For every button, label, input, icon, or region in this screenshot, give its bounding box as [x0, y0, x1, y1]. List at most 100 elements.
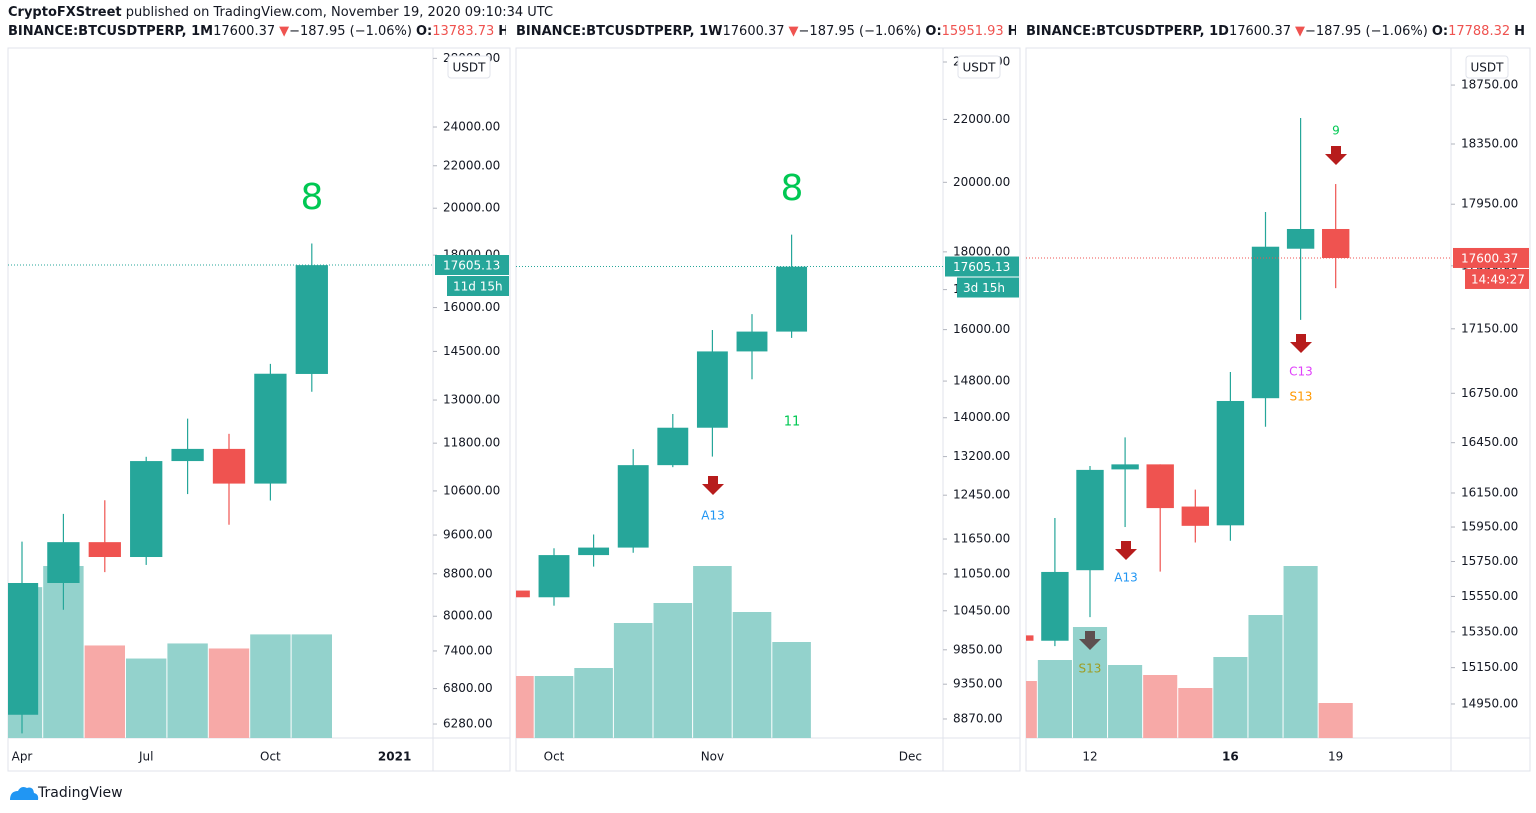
- y-tick-label: 13000.00: [443, 393, 500, 407]
- y-tick-label: 10600.00: [443, 483, 500, 497]
- unit-box: [957, 55, 1001, 79]
- y-tick-label: 15150.00: [1461, 660, 1518, 674]
- unit: USDT: [453, 61, 487, 75]
- y-tick-label: 9600.00: [443, 528, 493, 542]
- change: −187.95 (−1.06%): [798, 24, 922, 39]
- candle-body: [1026, 635, 1034, 641]
- countdown-box: [957, 277, 1019, 298]
- price-label: 17605.13: [443, 259, 500, 273]
- y-tick-label: 22000.00: [443, 158, 500, 172]
- x-tick-label: 12: [1082, 750, 1097, 764]
- y-tick-label: 8800.00: [443, 566, 493, 580]
- volume-bar: [1248, 615, 1283, 738]
- signal-arrow: [1290, 334, 1312, 353]
- annotation: S13: [1079, 662, 1102, 676]
- candle-body: [8, 582, 39, 715]
- countdown-box: [1465, 268, 1529, 289]
- volume-bar: [1213, 657, 1248, 738]
- author[interactable]: CryptoFXStreet: [8, 5, 122, 20]
- candle-body: [1146, 464, 1174, 509]
- x-tick-label: Dec: [899, 750, 922, 764]
- volume-bar: [613, 623, 653, 738]
- signal-arrow: [1079, 631, 1101, 650]
- y-tick-label: 16150.00: [1461, 485, 1518, 499]
- volume-bar: [574, 668, 613, 738]
- candle-body: [1216, 400, 1245, 526]
- x-tick-label: Jul: [138, 750, 153, 764]
- candle-body: [47, 542, 80, 583]
- brand[interactable]: TradingView: [37, 785, 123, 801]
- volume-bar: [772, 642, 811, 738]
- annotation: 9: [1332, 124, 1340, 138]
- panel-border: [1025, 47, 1531, 772]
- plot: [1026, 118, 1451, 738]
- candle-body: [212, 448, 246, 484]
- candle-body: [1111, 464, 1139, 470]
- x-tick-label: Oct: [544, 750, 565, 764]
- annotation: 8: [781, 168, 804, 209]
- high-text: H:185: [1007, 24, 1016, 39]
- volume-bar: [732, 612, 772, 738]
- candle-body: [776, 266, 808, 332]
- change: −187.95 (−1.06%): [1304, 24, 1428, 39]
- volume-bar: [1026, 681, 1037, 738]
- chart-panel: 811A1324000.0022000.0020000.0018000.0017…: [515, 47, 1021, 772]
- annotation: S13: [1290, 390, 1313, 404]
- candle-body: [1076, 469, 1104, 571]
- unit: USDT: [963, 61, 997, 75]
- panel-header: BINANCE:BTCUSDTPERP, 1D17600.37 ▼−187.95 …: [1026, 24, 1526, 42]
- last-price: 17600.37: [1228, 24, 1291, 39]
- candle-body: [254, 373, 287, 484]
- panel-header: BINANCE:BTCUSDTPERP, 1M17600.37 ▼−187.95 …: [8, 24, 506, 42]
- candle-body: [578, 547, 610, 556]
- volume-bar: [534, 676, 574, 738]
- y-tick-label: 8870.00: [953, 711, 1003, 725]
- y-tick-label: 18750.00: [1461, 78, 1518, 92]
- signal-arrow: [1325, 146, 1347, 165]
- y-tick-label: 13200.00: [953, 449, 1010, 463]
- last-price: 17600.37: [722, 24, 785, 39]
- symbol: BINANCE:BTCUSDTPERP, 1D: [1026, 24, 1229, 39]
- change-arrow: ▼: [1294, 24, 1305, 39]
- y-tick-label: 18350.00: [1461, 136, 1518, 150]
- open-value: 15951.93: [941, 24, 1004, 39]
- y-tick-label: 17950.00: [1461, 197, 1518, 211]
- volume-bar: [1143, 675, 1178, 738]
- x-tick-label: 2021: [378, 750, 411, 764]
- y-tick-label: 6280.00: [443, 717, 493, 731]
- signal-arrow: [1115, 541, 1137, 560]
- y-tick-label: 20000.00: [443, 201, 500, 215]
- plot: [516, 234, 943, 738]
- unit-box: [447, 55, 491, 79]
- high-text: H:185: [498, 24, 506, 39]
- panel-header: BINANCE:BTCUSDTPERP, 1W17600.37 ▼−187.95 …: [516, 24, 1016, 42]
- y-tick-label: 11050.00: [953, 566, 1010, 580]
- y-tick-label: 20000.00: [953, 175, 1010, 189]
- volume-bar: [250, 634, 291, 738]
- candle-body: [1286, 228, 1315, 249]
- price-label: 17600.37: [1461, 251, 1518, 265]
- y-tick-label: 11650.00: [953, 532, 1010, 546]
- y-tick-label: 24000.00: [443, 120, 500, 134]
- volume-bar: [84, 645, 125, 738]
- y-tick-label: 16000.00: [953, 322, 1010, 336]
- x-tick-label: Oct: [260, 750, 281, 764]
- y-tick-label: 17150.00: [1461, 321, 1518, 335]
- last-price: 17600.37: [213, 24, 276, 39]
- y-tick-label: 11800.00: [443, 436, 500, 450]
- annotation: 11: [784, 415, 801, 430]
- volume-bar: [1108, 665, 1143, 738]
- chart-panel: 828000.0024000.0022000.0020000.0018000.0…: [7, 47, 511, 772]
- y-tick-label: 15550.00: [1461, 589, 1518, 603]
- annotation: C13: [1289, 365, 1313, 379]
- price-label-box: [435, 255, 509, 276]
- volume-bar: [653, 603, 693, 738]
- volume-bar: [1283, 566, 1318, 738]
- y-tick-label: 14800.00: [953, 374, 1010, 388]
- panel-border: [7, 47, 511, 772]
- volume-bar: [126, 658, 167, 738]
- candle-body: [171, 448, 204, 462]
- candle-body: [295, 265, 328, 374]
- y-tick-label: 15950.00: [1461, 520, 1518, 534]
